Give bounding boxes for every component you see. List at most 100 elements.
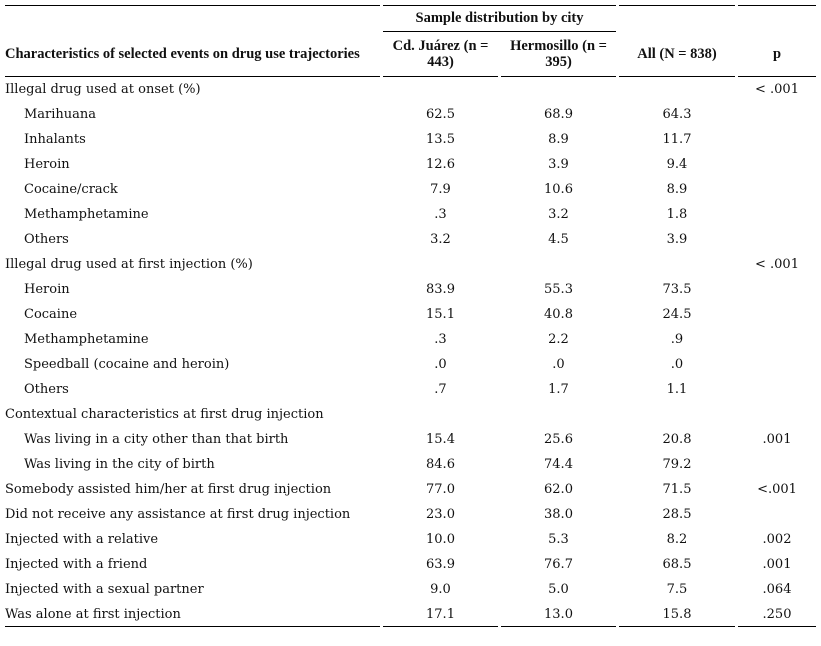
cell-hermosillo [501,402,616,427]
table-row: Marihuana 62.5 68.9 64.3 [5,102,816,127]
cell-hermosillo: 3.9 [548,157,569,172]
table-row: Was alone at first injection 17.1 13.0 15.8… [5,602,816,627]
table-row: Injected with a relative 10.0 5.3 8.2 .002 [5,527,816,552]
data-table-container: Sample distribution by city Characterist… [5,5,816,627]
cell-all: 20.8 [662,432,692,447]
table-row: Heroin 12.6 3.9 9.4 [5,152,816,177]
table-row: Cocaine/crack 7.9 10.6 8.9 [5,177,816,202]
cell-all: .9 [670,332,684,347]
cell-hermosillo: 2.2 [548,332,569,347]
cell-juarez: 23.0 [426,507,455,522]
table-row: Illegal drug used at onset (%) < .001 [5,77,816,102]
header-group-city: Sample distribution by city [383,5,616,32]
cell-all: 24.5 [662,307,692,322]
row-label: Others [24,382,69,397]
cell-p [738,277,816,302]
table-row: Injected with a friend 63.9 76.7 68.5 .001 [5,552,816,577]
cell-all: 8.9 [666,182,688,197]
cell-p [738,452,816,477]
cell-hermosillo: 5.3 [548,532,569,547]
row-label: Heroin [24,282,70,297]
row-label: Did not receive any assistance at first … [5,507,351,522]
cell-juarez: 83.9 [426,282,455,297]
row-label: Inhalants [24,132,86,147]
cell-p [738,352,816,377]
cell-p: .002 [762,532,792,547]
table-row: Others .7 1.7 1.1 [5,377,816,402]
cell-p: .001 [762,557,792,572]
row-label: Was alone at first injection [5,602,380,627]
cell-all: 68.5 [662,557,692,572]
cell-all: 1.1 [666,382,688,397]
data-table: Sample distribution by city Characterist… [2,5,819,627]
cell-p: <.001 [757,482,797,497]
cell-hermosillo: 3.2 [548,207,569,222]
cell-hermosillo: 13.0 [501,602,616,627]
cell-hermosillo: 40.8 [544,307,573,322]
table-row: Heroin 83.9 55.3 73.5 [5,277,816,302]
cell-juarez: 63.9 [426,557,455,572]
header-juarez: Cd. Juárez (n = 443) [383,32,498,77]
cell-juarez: 13.5 [426,132,455,147]
cell-p [738,327,816,352]
cell-all: 73.5 [662,282,692,297]
cell-juarez: 77.0 [426,482,455,497]
cell-all: 28.5 [662,507,692,522]
table-row: Cocaine 15.1 40.8 24.5 [5,302,816,327]
row-label: Cocaine [24,307,78,322]
table-row: Was living in a city other than that bir… [5,427,816,452]
cell-juarez: 17.1 [383,602,498,627]
row-label: Cocaine/crack [24,182,118,197]
header-spacer [738,5,816,32]
cell-p: < .001 [755,257,799,272]
cell-hermosillo: 38.0 [544,507,573,522]
cell-hermosillo: 55.3 [544,282,573,297]
cell-juarez: .0 [434,357,447,372]
table-row: Inhalants 13.5 8.9 11.7 [5,127,816,152]
cell-all [619,252,735,277]
row-label: Illegal drug used at first injection (%) [5,257,253,272]
cell-p [738,202,816,227]
cell-all: 64.3 [662,107,692,122]
row-label: Methamphetamine [24,332,149,347]
cell-p [738,377,816,402]
cell-p [738,302,816,327]
row-label: Heroin [24,157,70,172]
cell-hermosillo: 4.5 [548,232,569,247]
row-label: Methamphetamine [24,207,149,222]
cell-hermosillo [501,77,616,102]
cell-hermosillo: 5.0 [548,582,569,597]
header-p: p [738,32,816,77]
table-row: Injected with a sexual partner 9.0 5.0 7.5.… [5,577,816,602]
row-label: Somebody assisted him/her at first drug … [5,482,332,497]
table-row: Did not receive any assistance at first … [5,502,816,527]
table-row: Somebody assisted him/her at first drug … [5,477,816,502]
cell-hermosillo [501,252,616,277]
cell-p [738,102,816,127]
cell-hermosillo: 8.9 [548,132,569,147]
cell-juarez: 9.0 [430,582,451,597]
cell-juarez: 10.0 [426,532,455,547]
table-row: Methamphetamine .3 3.2 1.8 [5,202,816,227]
cell-p [738,502,816,527]
cell-all: 3.9 [666,232,688,247]
cell-p [738,177,816,202]
row-label: Injected with a friend [5,557,148,572]
cell-all: 8.2 [666,532,688,547]
row-label: Marihuana [24,107,97,122]
cell-juarez: .7 [434,382,447,397]
cell-juarez: 7.9 [430,182,451,197]
header-spacer [5,5,380,32]
cell-all: 71.5 [662,482,692,497]
cell-p: < .001 [755,82,799,97]
cell-hermosillo: 1.7 [548,382,569,397]
cell-p [738,152,816,177]
row-label: Illegal drug used at onset (%) [5,82,201,97]
table-row: Others 3.2 4.5 3.9 [5,227,816,252]
header-characteristics: Characteristics of selected events on dr… [5,32,380,77]
cell-all [619,402,735,427]
cell-all: 1.8 [666,207,688,222]
cell-juarez: 84.6 [426,457,455,472]
cell-juarez [383,252,498,277]
cell-juarez: 62.5 [426,107,455,122]
